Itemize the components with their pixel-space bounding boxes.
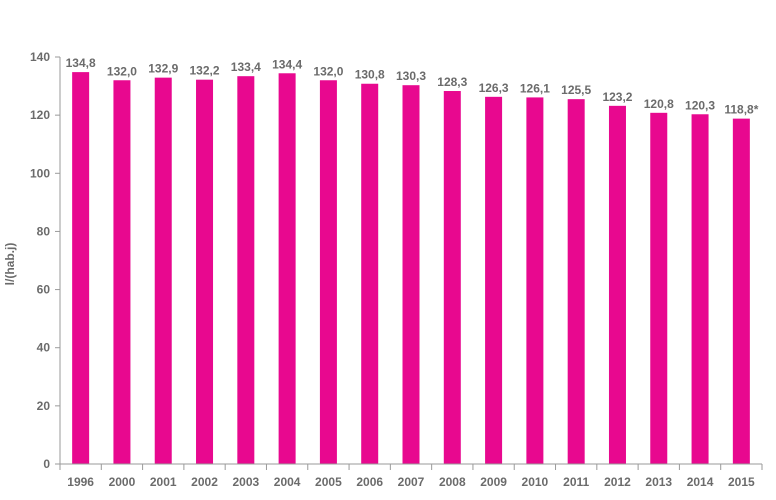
data-label-2013: 120,8	[644, 97, 674, 111]
bar-2010	[526, 97, 544, 464]
bar-2008	[443, 91, 461, 464]
bar-2002	[196, 79, 214, 464]
bar-2005	[319, 80, 337, 464]
y-tick-label: 120	[30, 108, 50, 122]
data-label-2015: 118,8*	[724, 103, 758, 117]
bar-2015	[732, 118, 750, 464]
x-tick-label-2010: 2010	[522, 475, 549, 489]
x-tick-label-2001: 2001	[150, 475, 177, 489]
x-tick-label-2012: 2012	[604, 475, 631, 489]
x-tick-label-2008: 2008	[439, 475, 466, 489]
x-axis: 1996 2000 2001 2002 2003 2004 2005 2006 2007 2008…	[59, 463, 763, 489]
y-axis: 0 20 40 60 80 100 120 140	[30, 50, 61, 471]
x-tick-label-2002: 2002	[191, 475, 218, 489]
bar-2003	[237, 76, 255, 465]
y-tick-label: 0	[43, 457, 50, 471]
data-label-2007: 130,3	[396, 69, 426, 83]
data-label-2006: 130,8	[355, 68, 385, 82]
bar-2011	[567, 99, 585, 465]
data-label-2003: 133,4	[231, 60, 261, 74]
y-tick-label: 140	[30, 50, 50, 64]
y-tick-label: 100	[30, 166, 50, 180]
data-label-2001: 132,9	[148, 62, 178, 76]
x-tick-label-2004: 2004	[274, 475, 301, 489]
bar-2001	[154, 77, 172, 464]
x-tick-label-2009: 2009	[480, 475, 507, 489]
bar-2013	[650, 112, 668, 465]
data-label-2009: 126,3	[479, 81, 509, 95]
bar-2012	[608, 105, 626, 464]
x-tick-label-2003: 2003	[232, 475, 259, 489]
x-tick-label-2011: 2011	[563, 475, 589, 489]
y-axis-label: l/(hab.j)	[3, 243, 17, 286]
data-label-1996: 134,8	[66, 56, 96, 70]
x-tick-label-2014: 2014	[687, 475, 714, 489]
y-tick-label: 80	[37, 224, 51, 238]
x-tick-label-1996: 1996	[67, 475, 94, 489]
y-tick-label: 20	[37, 399, 51, 413]
data-label-2014: 120,3	[685, 98, 715, 112]
bar-2014	[691, 114, 709, 464]
data-label-2010: 126,1	[520, 81, 550, 95]
bars: 134,8 132,0 132,9 132,2 133,4 134,4 132,0 130,8…	[66, 56, 759, 465]
bar-2009	[485, 96, 503, 465]
x-tick-label-2005: 2005	[315, 475, 342, 489]
x-tick-label-2015: 2015	[728, 475, 755, 489]
x-tick-label-2000: 2000	[109, 475, 136, 489]
data-label-2011: 125,5	[561, 83, 591, 97]
y-tick-label: 60	[37, 283, 51, 297]
data-label-2005: 132,0	[313, 64, 343, 78]
x-tick-label-2007: 2007	[398, 475, 425, 489]
data-label-2000: 132,0	[107, 64, 137, 78]
data-label-2012: 123,2	[602, 90, 632, 104]
x-tick-label-2006: 2006	[356, 475, 383, 489]
data-label-2004: 134,4	[272, 57, 302, 71]
bar-2006	[361, 83, 379, 464]
y-tick-label: 40	[37, 341, 51, 355]
data-label-2002: 132,2	[190, 64, 220, 78]
bar-1996	[72, 72, 90, 465]
data-label-2008: 128,3	[437, 75, 467, 89]
x-tick-label-2013: 2013	[645, 475, 672, 489]
bar-2004	[278, 73, 296, 464]
bar-2007	[402, 85, 420, 465]
bar-2000	[113, 80, 131, 464]
